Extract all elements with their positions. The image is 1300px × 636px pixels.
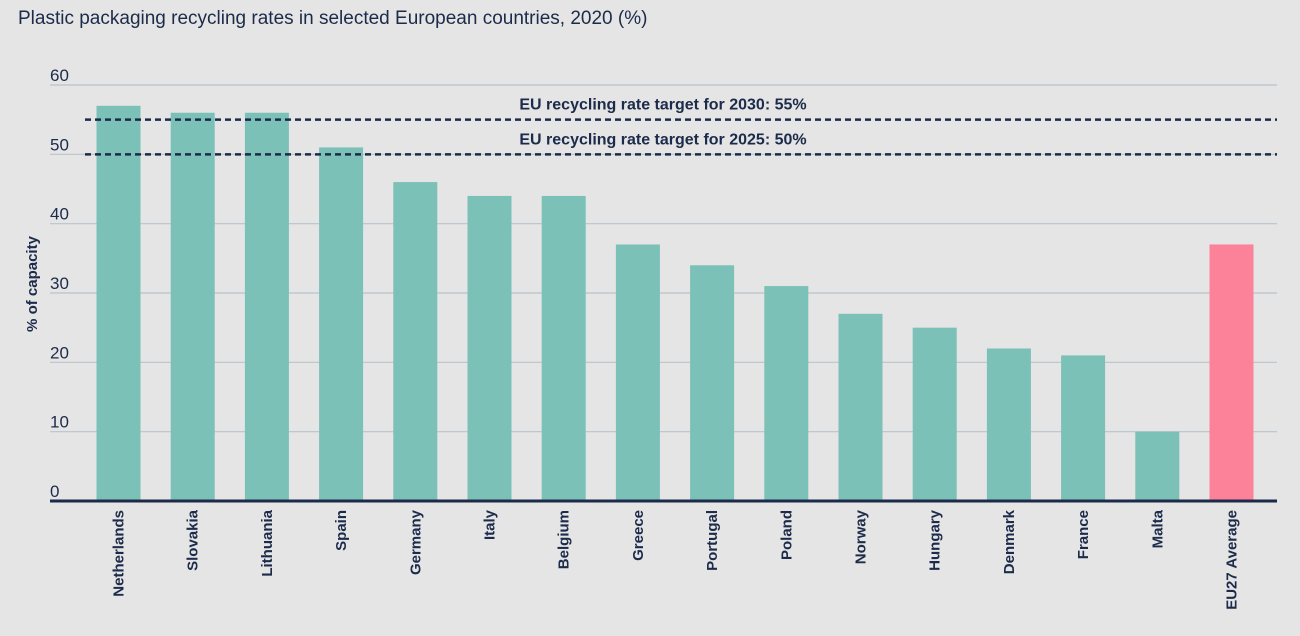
bar-belgium [541,195,586,501]
bar-eu27-average [1209,244,1254,501]
bar-poland [764,286,809,501]
bar-lithuania [244,112,289,501]
x-tick-label: Poland [778,510,795,560]
x-tick-label: Germany [407,509,424,575]
bar-portugal [690,265,735,501]
x-tick-label: Norway [853,509,870,564]
x-tick-label: Portugal [704,510,721,571]
chart-title: Plastic packaging recycling rates in sel… [18,8,647,29]
target-lines: EU recycling rate target for 2030: 55% EU… [85,97,1277,156]
y-axis-ticks: 0 10 20 30 40 50 60 [50,66,69,501]
x-tick-label: France [1075,510,1092,559]
y-tick-label: 60 [50,66,69,85]
bar-spain [319,147,364,501]
x-tick-label: Malta [1149,509,1166,548]
y-tick-label: 30 [50,274,69,293]
target-label-55: EU recycling rate target for 2030: 55% [519,97,806,114]
y-tick-label: 10 [50,413,69,432]
x-axis-labels: Netherlands Slovakia Lithuania Spain Germany… [111,509,1241,609]
bar-germany [393,182,438,502]
x-tick-label: Slovakia [185,509,202,571]
bar-norway [838,313,883,501]
bar-slovakia [170,112,215,501]
y-tick-label: 40 [50,205,69,224]
x-tick-label: Greece [630,510,647,561]
bar-denmark [986,348,1031,501]
x-tick-label: EU27 Average [1224,510,1241,610]
x-tick-label: Spain [333,510,350,551]
x-tick-label: Netherlands [111,510,128,597]
x-tick-label: Denmark [1001,509,1018,574]
bar-italy [467,195,512,501]
bar-netherlands [96,105,141,502]
bar-greece [615,244,660,501]
bar-hungary [912,327,957,501]
y-tick-label: 0 [50,482,59,501]
y-tick-label: 50 [50,135,69,154]
target-label-50: EU recycling rate target for 2025: 50% [519,131,806,148]
x-tick-label: Hungary [927,509,944,571]
bars [96,105,1254,502]
x-tick-label: Belgium [556,510,573,569]
bar-malta [1135,431,1180,501]
bar-france [1061,355,1106,501]
x-tick-label: Lithuania [259,509,276,576]
x-tick-label: Italy [482,509,499,540]
y-tick-label: 20 [50,343,69,362]
y-axis-label: % of capacity [24,235,41,332]
